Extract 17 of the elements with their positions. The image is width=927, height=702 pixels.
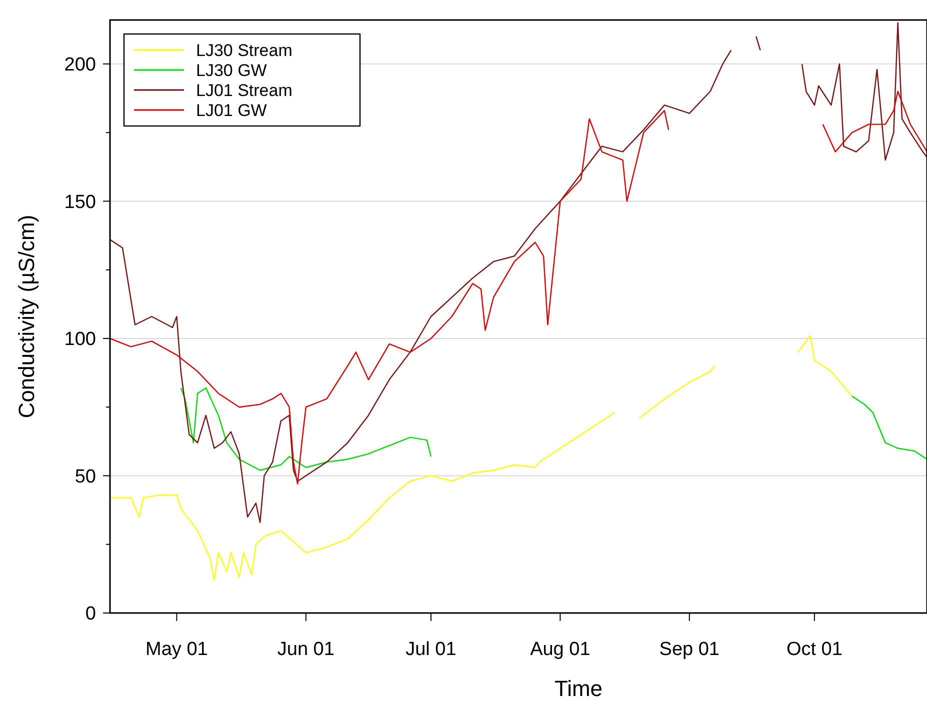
x-tick-label: Jun 01 xyxy=(277,639,334,660)
legend-label: LJ30 Stream xyxy=(196,40,292,60)
legend-label: LJ01 GW xyxy=(196,100,267,120)
x-axis-title: Time xyxy=(554,676,603,701)
y-tick-label: 0 xyxy=(85,604,96,625)
legend-label: LJ30 GW xyxy=(196,60,267,80)
x-tick-label: May 01 xyxy=(146,639,208,660)
y-axis-title: Conductivity (µS/cm) xyxy=(14,214,39,418)
y-tick-label: 50 xyxy=(74,466,96,488)
y-tick-label: 200 xyxy=(64,54,96,76)
x-tick-label: Jul 01 xyxy=(406,639,456,660)
legend-label: LJ01 Stream xyxy=(196,80,292,100)
x-tick-label: Sep 01 xyxy=(659,639,720,660)
x-tick-label: Aug 01 xyxy=(530,639,590,660)
y-tick-label: 100 xyxy=(64,329,96,350)
x-tick-label: Oct 01 xyxy=(786,639,842,660)
y-tick-label: 150 xyxy=(64,192,96,213)
